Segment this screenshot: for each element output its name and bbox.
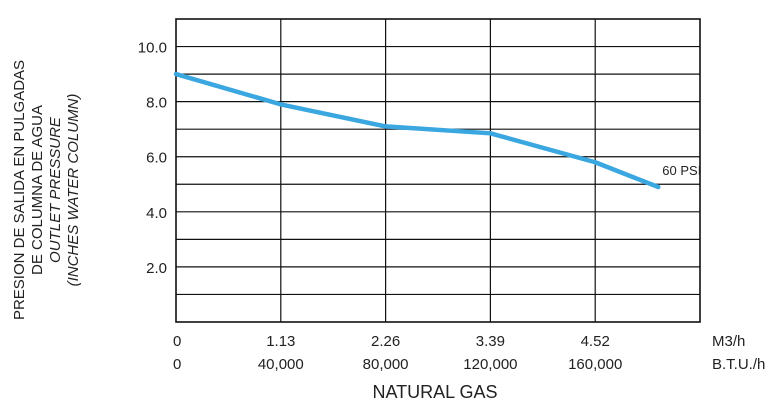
series-layer: 60 PSI: [173, 71, 701, 190]
x-tick-label: 2.26: [371, 333, 400, 350]
x-tick-label: 4.52: [581, 333, 610, 350]
y-tick-label: 10.0: [138, 40, 167, 57]
x-tick-label: 80,000: [363, 356, 409, 373]
x-tick-label: 3.39: [476, 333, 505, 350]
x-tick-label: 0: [173, 333, 181, 350]
y-tick-label: 8.0: [146, 95, 167, 112]
x-axis-unit: B.T.U./h: [712, 356, 765, 373]
x-axis-unit: M3/h: [712, 333, 745, 350]
y-axis-label-line-1: PRESION DE SALIDA EN PULGADAS: [11, 60, 28, 320]
series-line: [173, 71, 661, 190]
x-tick-label: 40,000: [258, 356, 304, 373]
x-axis-title: NATURAL GAS: [372, 382, 497, 402]
y-tick-label: 4.0: [146, 205, 167, 222]
x-axis-ticks: 0 1.13 2.26 3.39 4.52 M3/h 0 40,000 80,000 120,00…: [173, 333, 765, 373]
y-axis-label: PRESION DE SALIDA EN PULGADAS DE COLUMNA…: [11, 60, 82, 320]
x-tick-label: 120,000: [463, 356, 517, 373]
plot-frame: [175, 18, 701, 323]
y-axis-label-line-4: (INCHES WATER COLUMN): [65, 94, 82, 287]
grid: [175, 18, 701, 323]
x-tick-label: 160,000: [568, 356, 622, 373]
y-axis-label-line-2: DE COLUMNA DE AGUA: [29, 105, 46, 275]
y-axis-ticks: 2.0 4.0 6.0 8.0 10.0: [138, 40, 167, 277]
x-tick-label: 0: [173, 356, 181, 373]
x-tick-label: 1.13: [266, 333, 295, 350]
y-tick-label: 6.0: [146, 150, 167, 167]
y-axis-label-line-3: OUTLET PRESSURE: [47, 116, 64, 263]
series-label: 60 PSI: [662, 163, 701, 178]
y-tick-label: 2.0: [146, 260, 167, 277]
